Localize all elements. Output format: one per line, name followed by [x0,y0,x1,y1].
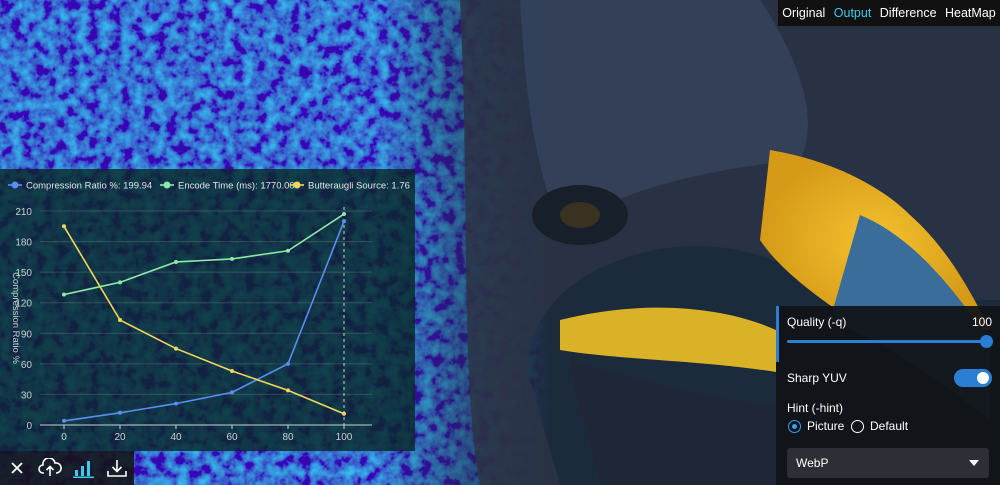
legend-item: Butteraugli Source: 1.76 [308,181,410,192]
quality-slider-track[interactable] [787,340,987,343]
data-point [342,411,346,416]
legend-item: Encode Time (ms): 1770.00 [178,181,295,192]
x-tick-label: 20 [114,432,126,443]
data-point [230,390,234,395]
active-section-indicator [776,306,779,362]
data-point [174,401,178,406]
legend-swatch-marker [293,181,301,189]
x-tick-label: 80 [282,432,294,443]
legend-item: Compression Ratio %: 199.94 [26,181,152,192]
y-tick-label: 180 [15,238,32,249]
x-tick-label: 100 [336,432,353,443]
y-tick-label: 90 [21,329,33,340]
quality-slider-thumb[interactable] [980,335,993,348]
bar-chart-icon [72,461,94,478]
series-line-1 [63,220,345,422]
y-tick-label: 120 [15,299,32,310]
format-select[interactable]: WebP [787,448,989,478]
y-tick-label: 30 [21,390,33,401]
upload-cloud-icon [38,458,63,476]
download-icon [107,460,128,477]
data-point [62,292,66,297]
sharp-yuv-toggle[interactable] [954,369,992,387]
tab-output[interactable]: Output [833,6,872,20]
quality-label: Quality (-q) [787,315,847,329]
x-tick-label: 0 [61,432,67,443]
tab-difference[interactable]: Difference [879,6,937,20]
data-point [230,256,234,261]
format-select-value: WebP [796,456,829,470]
data-point [230,368,234,373]
data-point [62,224,66,229]
toolbar [0,451,134,485]
y-tick-label: 150 [15,268,32,279]
tab-original[interactable]: Original [782,6,826,20]
chart-panel: 0 30 60 90 120 150 180 210 0 20 40 60 80 100 Compressi… [0,169,415,451]
data-point [118,318,122,323]
data-point [286,361,290,366]
chevron-down-icon [969,460,979,466]
data-point [174,259,178,264]
y-tick-label: 0 [26,421,32,432]
hint-picture-radio[interactable] [788,420,801,433]
options-panel: Quality (-q) 100 Sharp YUV Hint (-hint) … [776,306,1000,485]
toggle-knob [977,372,989,384]
data-point [286,388,290,393]
data-point [62,418,66,423]
sharp-yuv-label: Sharp YUV [787,371,847,385]
hint-picture-label[interactable]: Picture [807,419,845,433]
data-point [286,248,290,253]
upload-button[interactable] [34,451,68,485]
close-button[interactable] [0,451,34,485]
x-tick-label: 40 [170,432,182,443]
close-icon [11,462,23,474]
line-chart: 0 30 60 90 120 150 180 210 0 20 40 60 80 100 Compressi… [8,181,410,443]
hint-default-radio[interactable] [851,420,864,433]
data-point [342,212,346,217]
data-point [118,280,122,285]
data-point [118,410,122,415]
quality-value: 100 [971,315,992,329]
y-tick-label: 60 [21,360,33,371]
view-tabs: Original Output Difference HeatMap [778,0,1000,26]
hint-default-label[interactable]: Default [870,419,909,433]
y-axis-label: Compression Ratio % [10,272,21,364]
data-point [174,346,178,351]
data-point [342,219,346,224]
y-tick-label: 210 [15,207,32,218]
hint-label: Hint (-hint) [787,401,844,415]
download-button[interactable] [101,451,135,485]
legend-swatch-marker [11,181,19,189]
series-line-2 [63,213,345,296]
legend-swatch-marker [163,181,171,189]
tab-heatmap[interactable]: HeatMap [945,6,996,20]
series-line-3 [63,225,345,415]
chart-toggle-button[interactable] [67,451,101,485]
x-tick-label: 60 [226,432,238,443]
